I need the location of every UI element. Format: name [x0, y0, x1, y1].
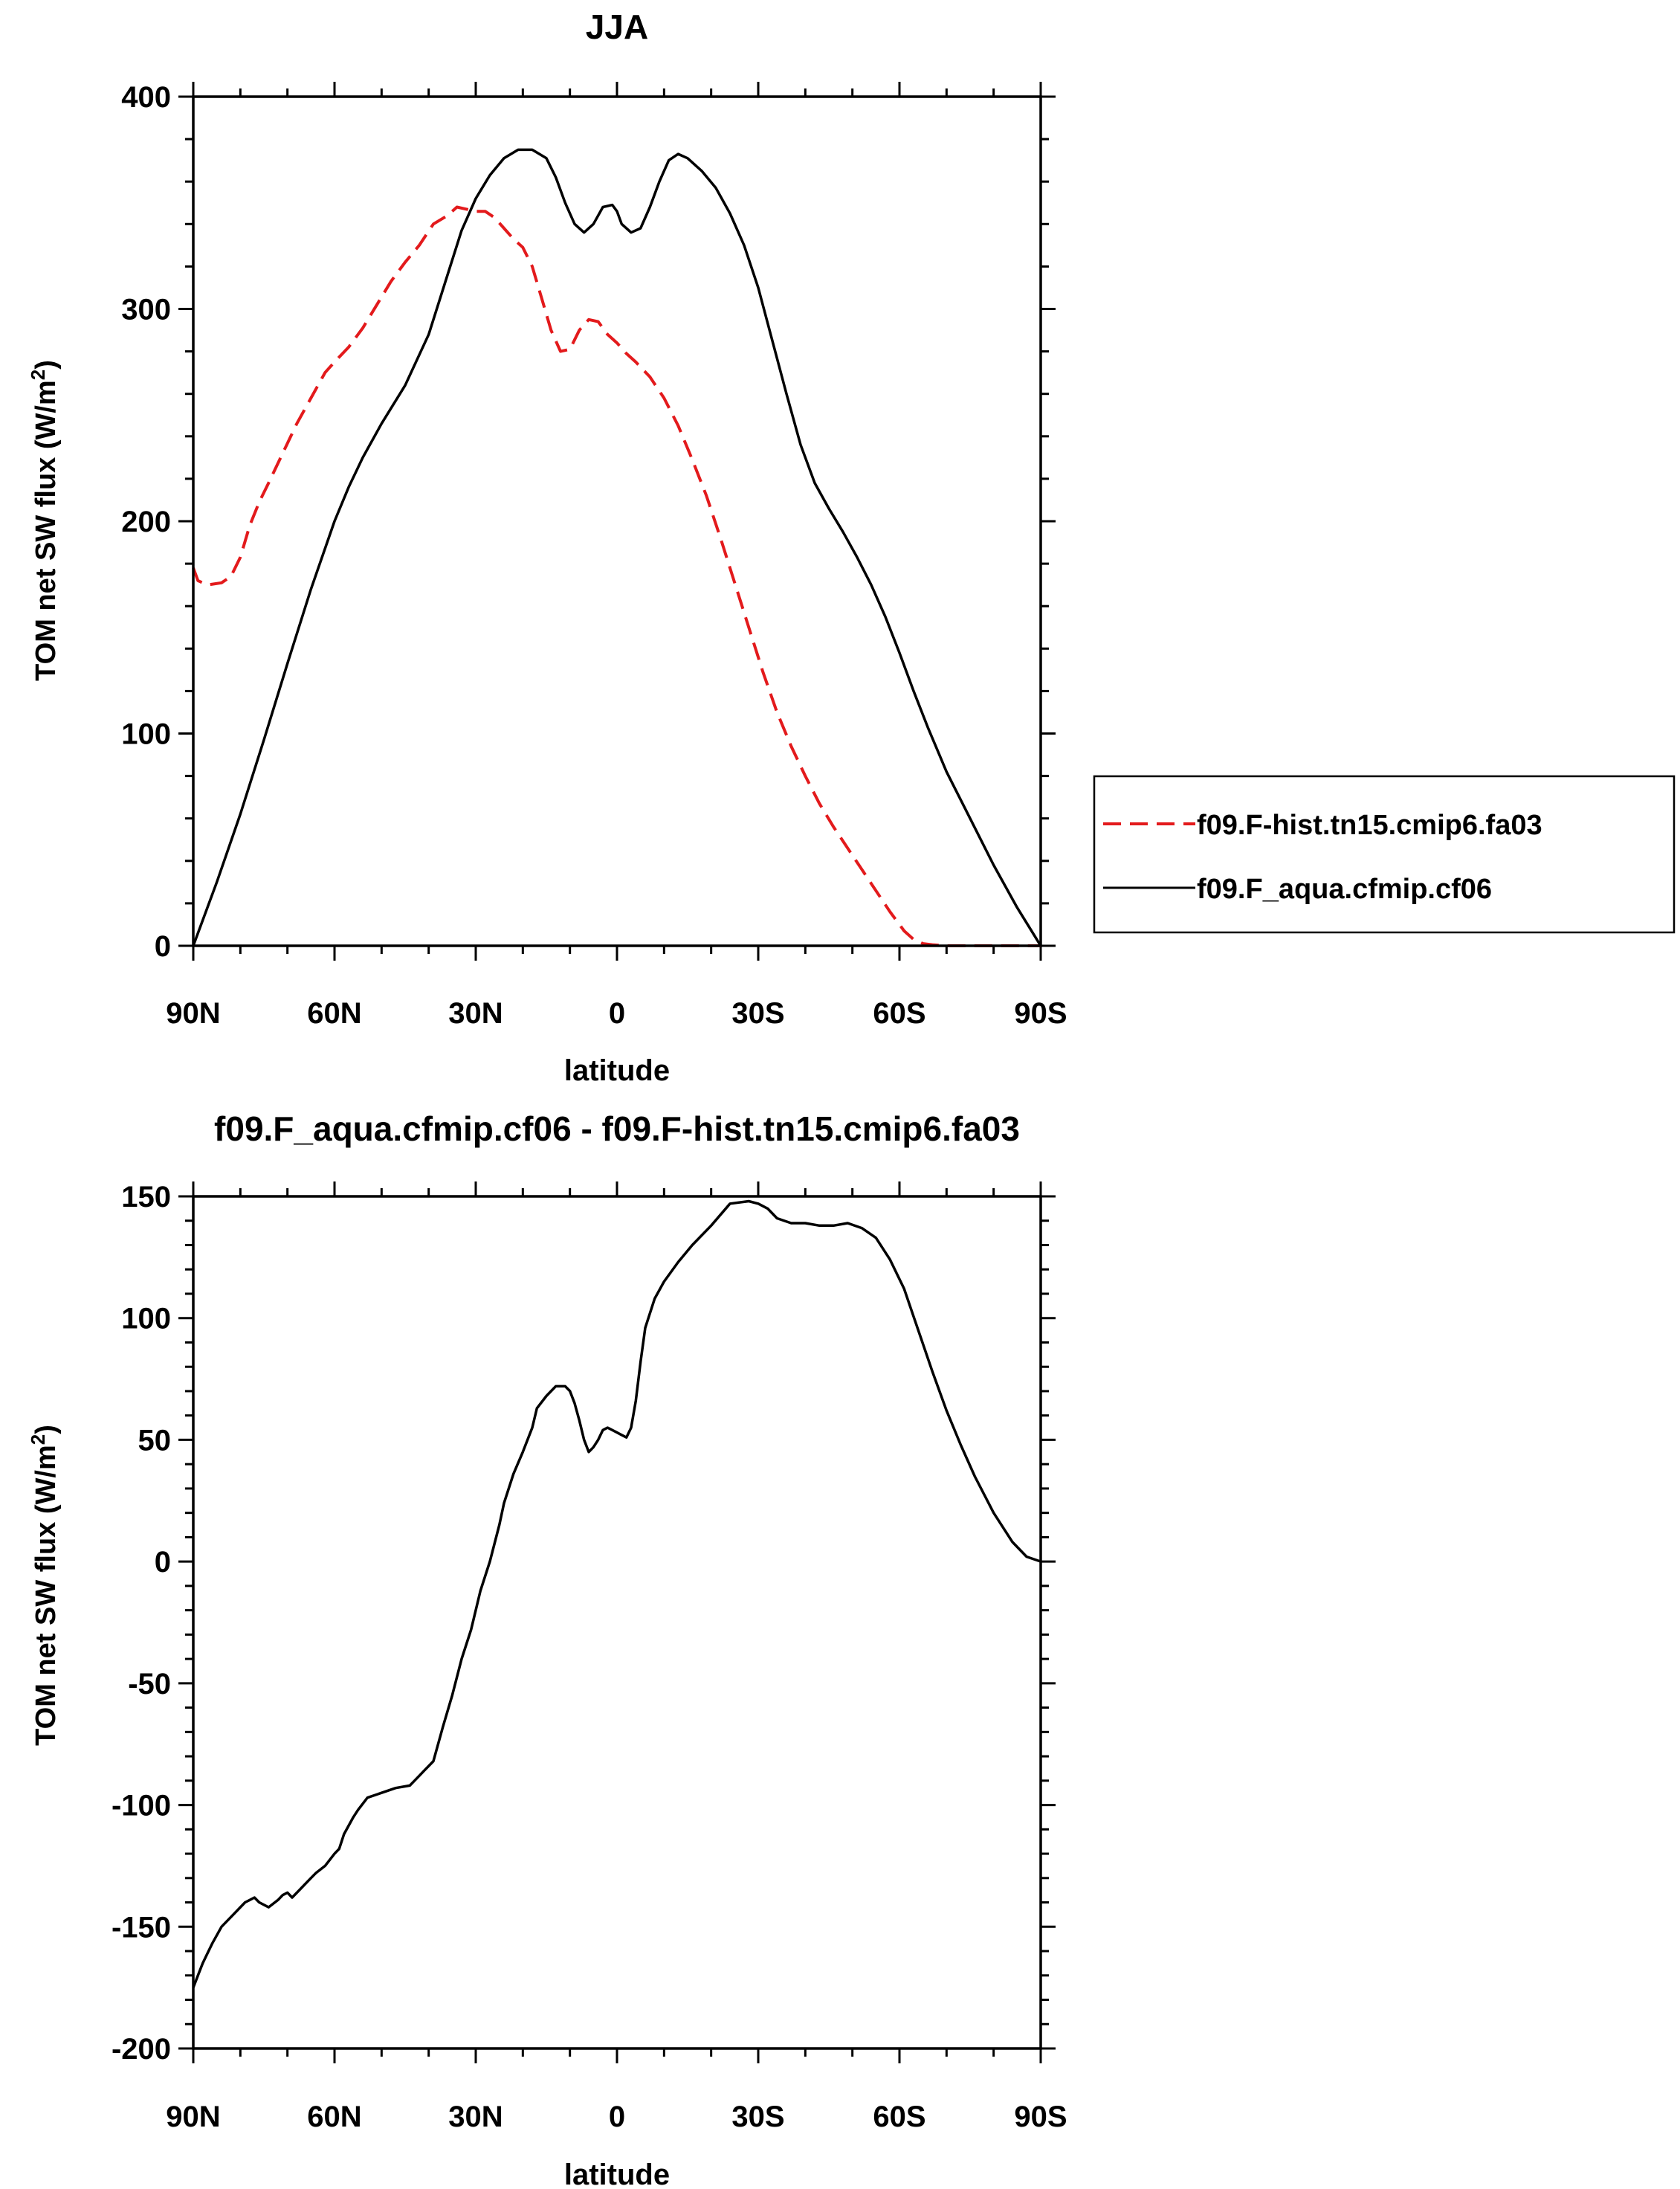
x-tick-labels: 90N 60N 30N 0 30S 60S 90S [166, 2101, 1067, 2133]
x-axis-label: latitude [564, 2159, 670, 2189]
x-tick-label: 30N [448, 2101, 503, 2133]
plot-frame [192, 95, 1042, 947]
y-axis-label-superscript: 2 [27, 1434, 49, 1445]
y-axis-label: TOM net SW flux (W/m2) [27, 1425, 62, 1746]
y-tick-label: -100 [112, 1790, 171, 1822]
y-tick-label: -200 [112, 2033, 171, 2066]
x-axis-label: latitude [564, 1054, 670, 1087]
plot-lines [192, 1199, 1041, 1988]
series-line [192, 148, 1042, 947]
chart-title: f09.F_aqua.cfmip.cf06 - f09.F-hist.tn15.… [214, 1109, 1020, 1148]
x-tick-label: 90N [166, 2101, 220, 2133]
x-tick-label: 60N [307, 2101, 361, 2133]
x-tick-label: 30N [448, 997, 503, 1030]
plot-frame [192, 1195, 1042, 2050]
y-tick-label: 300 [121, 294, 171, 326]
legend-box [1093, 775, 1676, 934]
y-tick-labels: -200 -150 -100 -50 0 50 100 150 [112, 1181, 171, 2066]
y-tick-label: 200 [121, 506, 171, 538]
series-line [192, 1199, 1041, 1988]
y-tick-label: -50 [128, 1668, 171, 1700]
x-tick-label: 60S [873, 997, 925, 1030]
y-tick-label: 100 [121, 718, 171, 751]
y-tick-label: 0 [155, 930, 171, 963]
y-tick-label: -150 [112, 1911, 171, 1944]
chart-title: JJA [586, 7, 648, 46]
y-tick-label: 400 [121, 81, 171, 114]
x-tick-label: 90S [1014, 2101, 1067, 2133]
y-tick-label: 50 [138, 1424, 172, 1457]
y-tick-label: 0 [155, 1546, 171, 1579]
axis-ticks [178, 82, 1056, 961]
x-tick-label: 30S [731, 997, 784, 1030]
y-axis-label-superscript: 2 [27, 370, 49, 380]
x-tick-label: 90S [1014, 997, 1067, 1030]
legend-label-aqua: f09.F_aqua.cfmip.cf06 [1197, 874, 1492, 905]
x-tick-label: 90N [166, 997, 220, 1030]
x-tick-label: 60S [873, 2101, 925, 2133]
panel-bottom: f09.F_aqua.cfmip.cf06 - f09.F-hist.tn15.… [27, 1109, 1067, 2189]
x-tick-label: 0 [609, 997, 625, 1030]
series-line [192, 205, 1041, 947]
plot-lines [192, 148, 1042, 947]
legend-label-hist: f09.F-hist.tn15.cmip6.fa03 [1197, 810, 1542, 841]
y-tick-label: 150 [121, 1181, 171, 1213]
x-tick-label: 30S [731, 2101, 784, 2133]
axis-ticks [178, 1181, 1056, 2063]
x-tick-label: 60N [307, 997, 361, 1030]
y-tick-labels: 0 100 200 300 400 [121, 81, 171, 963]
x-tick-labels: 90N 60N 30N 0 30S 60S 90S [166, 997, 1067, 1030]
panel-top: JJA TOM net SW flux (W/m2) latitude 90N 6… [27, 7, 1676, 1087]
y-tick-label: 100 [121, 1303, 171, 1335]
x-tick-label: 0 [609, 2101, 625, 2133]
legend: f09.F-hist.tn15.cmip6.fa03 f09.F_aqua.cf… [1093, 775, 1676, 934]
y-axis-label: TOM net SW flux (W/m2) [27, 360, 62, 681]
